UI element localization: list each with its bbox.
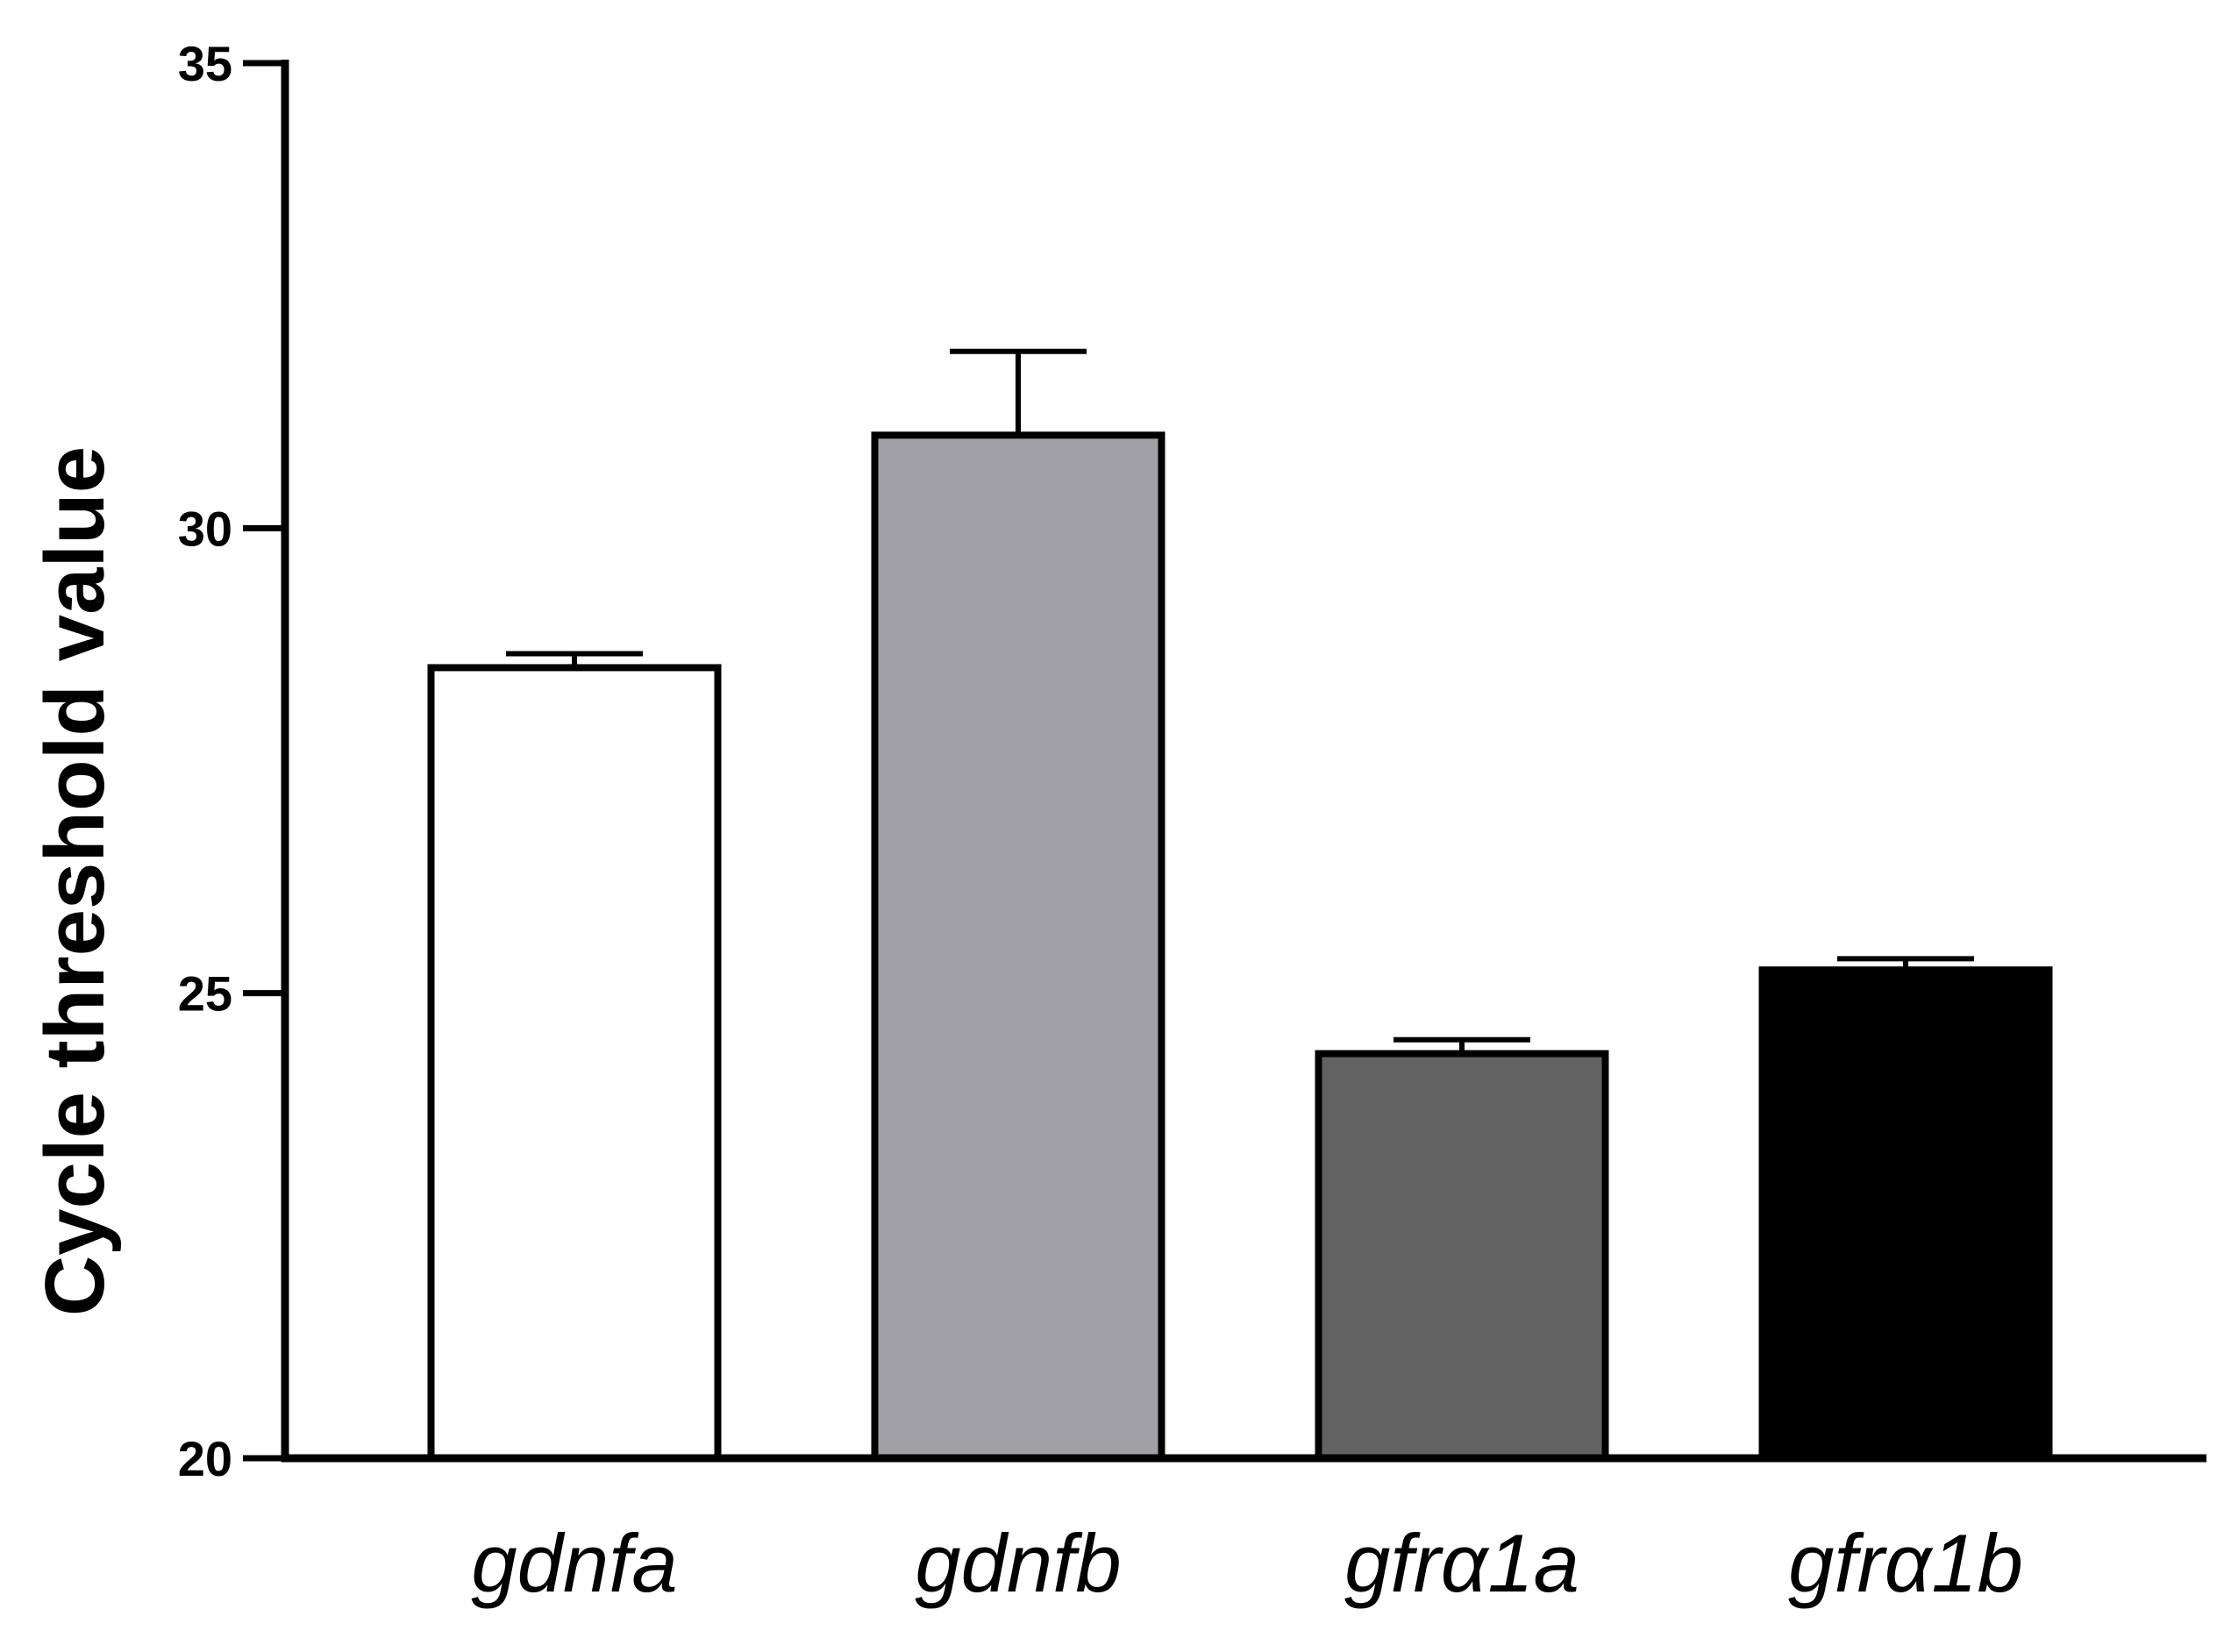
bar-3 [1315, 1050, 1609, 1462]
bars-layer [427, 431, 2053, 1462]
y-tick-label: 35 [178, 36, 232, 91]
error-bars-layer [506, 348, 1974, 1054]
y-tick-label: 25 [178, 966, 232, 1022]
bar-4 [1758, 966, 2053, 1462]
x-tick-label: gdnfb [915, 1517, 1121, 1609]
bar-2 [871, 431, 1165, 1462]
bar-1 [427, 664, 722, 1462]
x-tick-label: gfrα1b [1788, 1517, 2023, 1609]
y-axis-label: Cycle threshold value [28, 446, 122, 1316]
y-tick-label: 20 [178, 1431, 232, 1486]
x-tick-label: gfrα1a [1344, 1517, 1579, 1609]
category-labels-layer: gdnfa gdnfb gfrα1a gfrα1b [471, 1517, 2023, 1609]
x-tick-label: gdnfa [471, 1517, 677, 1609]
y-ticks-layer: 20 25 30 35 [178, 36, 285, 1486]
axes-layer [281, 60, 2206, 1463]
y-tick-label: 30 [178, 501, 232, 556]
